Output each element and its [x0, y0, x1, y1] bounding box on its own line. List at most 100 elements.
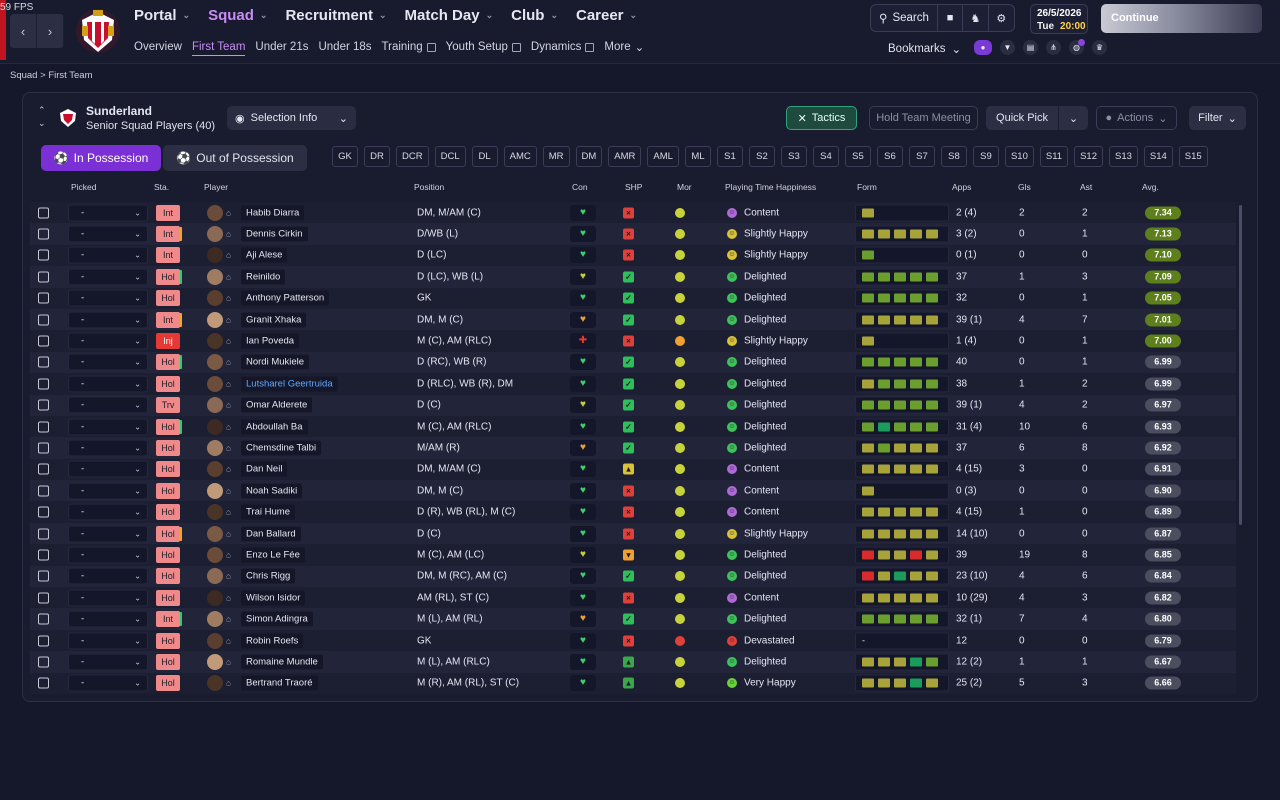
col-picked[interactable]: Picked: [71, 182, 97, 192]
select-checkbox[interactable]: [38, 271, 49, 283]
picked-dropdown[interactable]: - ⌄: [68, 589, 148, 607]
sub-menu-youth-setup[interactable]: Youth Setup: [446, 40, 521, 56]
sub-menu-more[interactable]: More ⌄: [604, 40, 644, 56]
player-name[interactable]: Abdoullah Ba: [241, 419, 308, 435]
picked-dropdown[interactable]: - ⌄: [68, 289, 148, 307]
player-name[interactable]: Dan Ballard: [241, 526, 301, 542]
picked-dropdown[interactable]: - ⌄: [68, 396, 148, 414]
status-badge[interactable]: Hol: [156, 268, 180, 285]
selection-info-dropdown[interactable]: ◉ Selection Info ⌄: [227, 106, 356, 130]
table-scrollbar[interactable]: [1239, 205, 1242, 525]
collapse-arrows-icon[interactable]: ⌃ ⌄: [38, 105, 46, 128]
position-filter-s9[interactable]: S9: [972, 146, 999, 167]
status-badge[interactable]: Hol: [156, 461, 180, 478]
table-row[interactable]: - ⌄ Trv ⌂ Omar Alderete D (C) ♥ ✓ ☺ Delighted 39 (…: [30, 394, 1236, 416]
col-morale[interactable]: Mor: [677, 182, 692, 192]
game-date[interactable]: 26/5/2026 Tue 20:00: [1030, 4, 1088, 34]
table-row[interactable]: - ⌄ Int ⌂ Habib Diarra DM, M/AM (C) ♥ × ☺ Content…: [30, 202, 1236, 224]
select-checkbox[interactable]: [38, 442, 49, 454]
player-name[interactable]: Omar Alderete: [241, 397, 313, 413]
player-name[interactable]: Habib Diarra: [241, 205, 305, 221]
search-button[interactable]: ⚲ Search: [871, 5, 938, 31]
col-average[interactable]: Avg.: [1142, 182, 1159, 192]
clipboard-icon[interactable]: ▤: [1023, 40, 1038, 55]
select-checkbox[interactable]: [38, 314, 49, 326]
picked-dropdown[interactable]: - ⌄: [68, 375, 148, 393]
picked-dropdown[interactable]: - ⌄: [68, 546, 148, 564]
position-filter-s7[interactable]: S7: [908, 146, 935, 167]
position-filter-s4[interactable]: S4: [812, 146, 839, 167]
status-badge[interactable]: Hol: [156, 439, 180, 456]
main-menu-career[interactable]: Career ⌄: [576, 7, 637, 24]
main-menu-club[interactable]: Club ⌄: [511, 7, 558, 24]
chat-icon[interactable]: ●: [974, 40, 992, 55]
gear-icon[interactable]: ⚙: [996, 12, 1007, 25]
picked-dropdown[interactable]: - ⌄: [68, 332, 148, 350]
club-icon[interactable]: ♞: [963, 5, 989, 31]
table-row[interactable]: - ⌄ Int ⌂ Granit Xhaka DM, M (C) ♥ ✓ ☺ Delighted 3…: [30, 308, 1236, 331]
status-badge[interactable]: Trv: [156, 397, 180, 414]
player-name[interactable]: Granit Xhaka: [241, 312, 307, 328]
quick-pick-button[interactable]: Quick Pick: [986, 106, 1058, 130]
table-row[interactable]: - ⌄ Int ⌂ Simon Adingra M (L), AM (RL) ♥ ✓ ☺ Deli…: [30, 608, 1236, 630]
status-badge[interactable]: Hol: [156, 653, 180, 670]
main-menu-squad[interactable]: Squad ⌄: [208, 7, 267, 24]
player-name[interactable]: Aji Alese: [241, 247, 288, 263]
main-menu-portal[interactable]: Portal ⌄: [134, 7, 190, 24]
position-filter-s10[interactable]: S10: [1004, 146, 1034, 167]
status-badge[interactable]: Hol: [156, 504, 180, 521]
status-badge[interactable]: Hol: [156, 546, 180, 563]
select-checkbox[interactable]: [38, 399, 49, 411]
sub-menu-training[interactable]: Training: [382, 40, 436, 56]
col-pth[interactable]: Playing Time Happiness: [725, 182, 817, 192]
select-checkbox[interactable]: [38, 292, 49, 304]
status-badge[interactable]: Hol: [156, 675, 180, 692]
player-name[interactable]: Reinildo: [241, 269, 286, 285]
status-badge[interactable]: Int: [156, 247, 180, 264]
position-filter-s13[interactable]: S13: [1108, 146, 1138, 167]
table-row[interactable]: - ⌄ Hol ⌂ Noah Sadiki DM, M (C) ♥ × ☺ Content 0 (3…: [30, 480, 1236, 502]
picked-dropdown[interactable]: - ⌄: [68, 311, 148, 329]
status-badge[interactable]: Hol: [156, 568, 180, 585]
player-name[interactable]: Wilson Isidor: [241, 590, 306, 606]
col-condition[interactable]: Con: [572, 182, 588, 192]
select-checkbox[interactable]: [38, 356, 49, 368]
select-checkbox[interactable]: [38, 207, 49, 219]
col-player[interactable]: Player: [204, 182, 229, 192]
position-filter-gk[interactable]: GK: [332, 146, 358, 167]
picked-dropdown[interactable]: - ⌄: [68, 225, 148, 243]
shirt-icon[interactable]: ▼: [1000, 40, 1015, 55]
select-checkbox[interactable]: [38, 249, 49, 261]
player-name[interactable]: Bertrand Traoré: [241, 675, 318, 691]
bookmark-icon[interactable]: ■: [938, 5, 964, 31]
position-filter-s5[interactable]: S5: [844, 146, 871, 167]
select-checkbox[interactable]: [38, 335, 49, 347]
back-arrow-icon[interactable]: ‹: [10, 14, 37, 48]
player-name[interactable]: Noah Sadiki: [241, 483, 303, 499]
player-name[interactable]: Dennis Cirkin: [241, 226, 308, 242]
player-name[interactable]: Trai Hume: [241, 504, 295, 520]
player-name[interactable]: Enzo Le Fée: [241, 547, 305, 563]
table-row[interactable]: - ⌄ Int ⌂ Dennis Cirkin D/WB (L) ♥ × ☺ Slightly H…: [30, 223, 1236, 245]
position-filter-s3[interactable]: S3: [780, 146, 807, 167]
select-checkbox[interactable]: [38, 613, 49, 625]
trophy-icon[interactable]: ♛: [1092, 40, 1107, 55]
position-filter-amr[interactable]: AMR: [608, 146, 642, 167]
col-form[interactable]: Form: [857, 182, 877, 192]
breadcrumb-parent[interactable]: Squad: [10, 70, 38, 81]
in-possession-tab[interactable]: ⚽ In Possession: [41, 145, 161, 171]
forward-arrow-icon[interactable]: ›: [37, 14, 64, 48]
position-filter-dcl[interactable]: DCL: [434, 146, 466, 167]
position-filter-s11[interactable]: S11: [1039, 146, 1069, 167]
position-filter-s14[interactable]: S14: [1143, 146, 1173, 167]
col-goals[interactable]: Gls: [1018, 182, 1031, 192]
picked-dropdown[interactable]: - ⌄: [68, 460, 148, 478]
status-badge[interactable]: Int: [156, 311, 180, 328]
picked-dropdown[interactable]: - ⌄: [68, 610, 148, 628]
picked-dropdown[interactable]: - ⌄: [68, 204, 148, 222]
player-name[interactable]: Dan Neil: [241, 461, 288, 477]
player-name[interactable]: Anthony Patterson: [241, 290, 330, 306]
table-row[interactable]: - ⌄ Hol ⌂ Chemsdine Talbi M/AM (R) ♥ ✓ ☺ Delighte…: [30, 437, 1236, 459]
table-row[interactable]: - ⌄ Hol ⌂ Chris Rigg DM, M (RC), AM (C) ♥ ✓ ☺ Del…: [30, 565, 1236, 588]
table-row[interactable]: - ⌄ Hol ⌂ Reinildo D (LC), WB (L) ♥ ✓ ☺ Delighted…: [30, 266, 1236, 288]
